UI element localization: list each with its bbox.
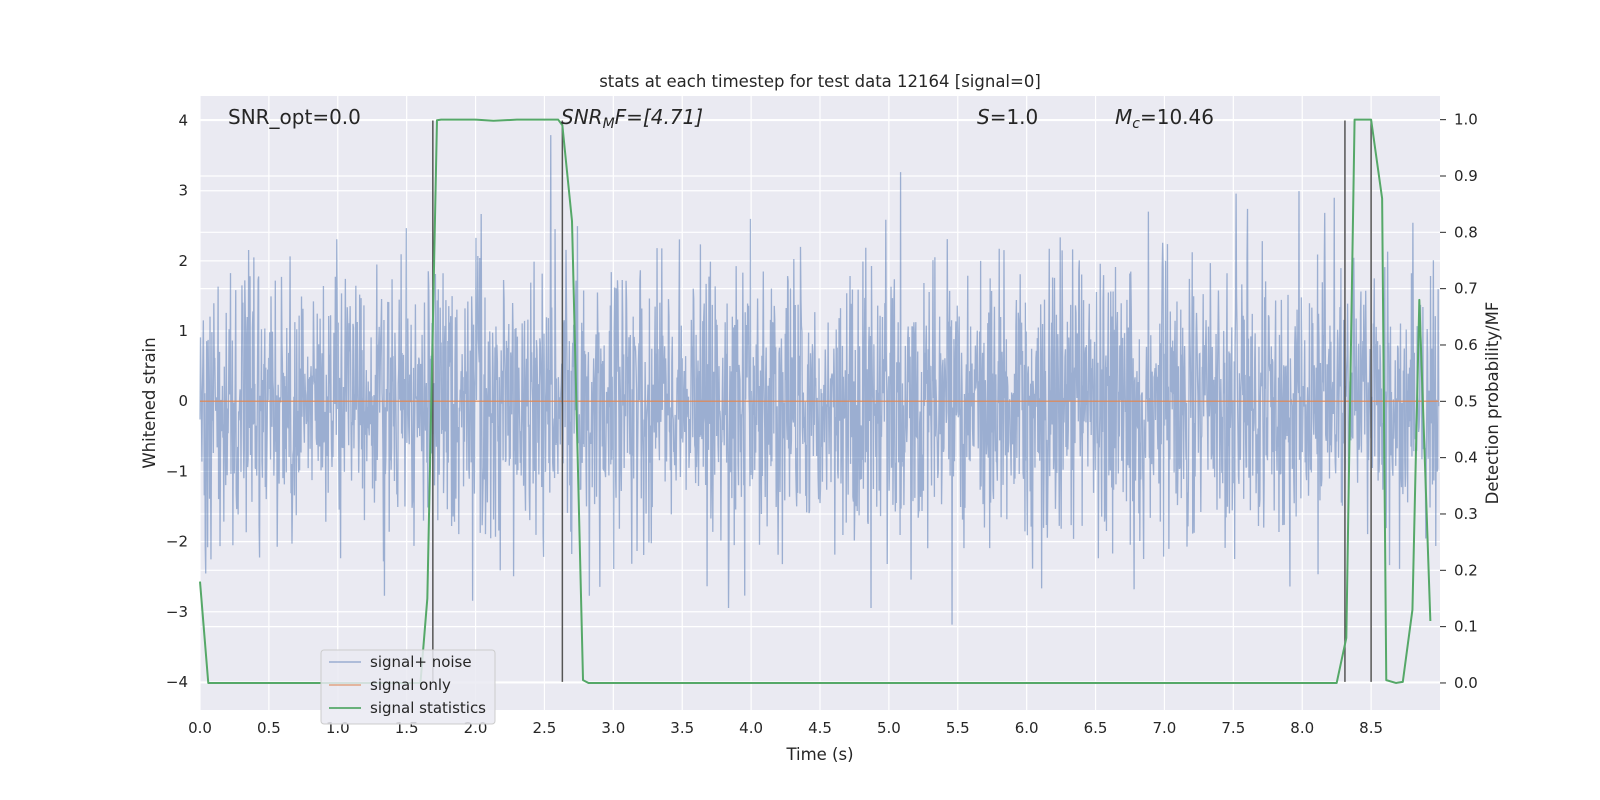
annotation-mc-sub: c: [1132, 116, 1140, 132]
annotation-mc-main: M: [1115, 105, 1132, 129]
x-tick-label: 5.0: [877, 719, 901, 737]
legend: signal+ noise signal only signal statist…: [320, 649, 496, 725]
x-axis-label: Time (s): [785, 745, 853, 764]
legend-label-signal-noise: signal+ noise: [370, 653, 472, 671]
x-tick-label: 3.5: [670, 719, 694, 737]
x-tick-label: 5.5: [946, 719, 970, 737]
vertical-markers: [432, 120, 1372, 682]
y2-tick-label: 0.5: [1454, 392, 1478, 410]
x-tick-label: 8.0: [1290, 719, 1314, 737]
x-tick-label: 7.5: [1221, 719, 1245, 737]
annotation-snr-mf: SNRMF=[4.71]: [561, 105, 703, 132]
y-axis-label: Whitened strain: [140, 337, 159, 468]
y-tick-label: 1: [178, 322, 188, 340]
y-tick-label: 3: [178, 182, 188, 200]
x-tick-label: 8.5: [1359, 719, 1383, 737]
y-tick-label: −1: [166, 462, 188, 480]
x-tick-label: 3.0: [601, 719, 625, 737]
y-tick-label: 0: [178, 392, 188, 410]
y2-tick-label: 0.1: [1454, 618, 1478, 636]
x-tick-label: 2.5: [533, 719, 557, 737]
legend-label-signal-statistics: signal statistics: [370, 699, 486, 717]
legend-box: [320, 649, 496, 725]
y2-tick-label: 0.6: [1454, 336, 1478, 354]
y2-tick-label: 0.7: [1454, 280, 1478, 298]
signal-noise-series: [199, 135, 1440, 625]
y2-tick-label: 0.3: [1454, 505, 1478, 523]
chart-title: stats at each timestep for test data 121…: [599, 72, 1041, 91]
y2-tick-label: 0.9: [1454, 167, 1478, 185]
x-tick-label: 4.5: [808, 719, 832, 737]
x-tick-label: 4.0: [739, 719, 763, 737]
annotations: SNR_opt=0.0 SNRMF=[4.71] S=1.0 Mc=10.46: [228, 105, 1214, 132]
x-tick-label: 0.0: [188, 719, 212, 737]
x-tick-label: 7.0: [1153, 719, 1177, 737]
annotation-s-rest: =1.0: [990, 105, 1039, 129]
grid: [199, 96, 1440, 710]
annotation-snr-mf-sub: M: [603, 116, 615, 132]
tick-labels: 0.0 0.5 1.0 1.5 2.0 2.5 3.0 3.5 4.0 4.5 5.0 5.5 6.0 6…: [166, 111, 1478, 737]
y2-tick-label: 0.4: [1454, 449, 1478, 467]
annotation-mc-rest: =10.46: [1140, 105, 1214, 129]
x-tick-label: 6.0: [1015, 719, 1039, 737]
annotation-snr-opt: SNR_opt=0.0: [228, 105, 361, 129]
y2-tick-label: 0.2: [1454, 561, 1478, 579]
y-tick-label: −4: [166, 673, 188, 691]
y2-axis-label: Detection probability/MF: [1483, 302, 1502, 505]
y-tick-label: 4: [178, 112, 188, 130]
y-tick-label: −3: [166, 603, 188, 621]
annotation-snr-mf-rest: F=[4.71]: [615, 105, 703, 129]
signal-noise-line: [199, 135, 1440, 625]
annotation-mc: Mc=10.46: [1115, 105, 1214, 132]
annotation-snr-mf-main: SNR: [561, 105, 603, 129]
y2-tick-label: 0.8: [1454, 223, 1478, 241]
annotation-s-main: S: [977, 105, 990, 129]
y-tick-label: 2: [178, 252, 188, 270]
y2-tick-label: 1.0: [1454, 111, 1478, 129]
x-tick-label: 6.5: [1084, 719, 1108, 737]
y2-tick-label: 0.0: [1454, 674, 1478, 692]
y-tick-label: −2: [166, 533, 188, 551]
legend-label-signal-only: signal only: [370, 676, 451, 694]
annotation-s: S=1.0: [977, 105, 1038, 129]
x-tick-label: 0.5: [257, 719, 281, 737]
